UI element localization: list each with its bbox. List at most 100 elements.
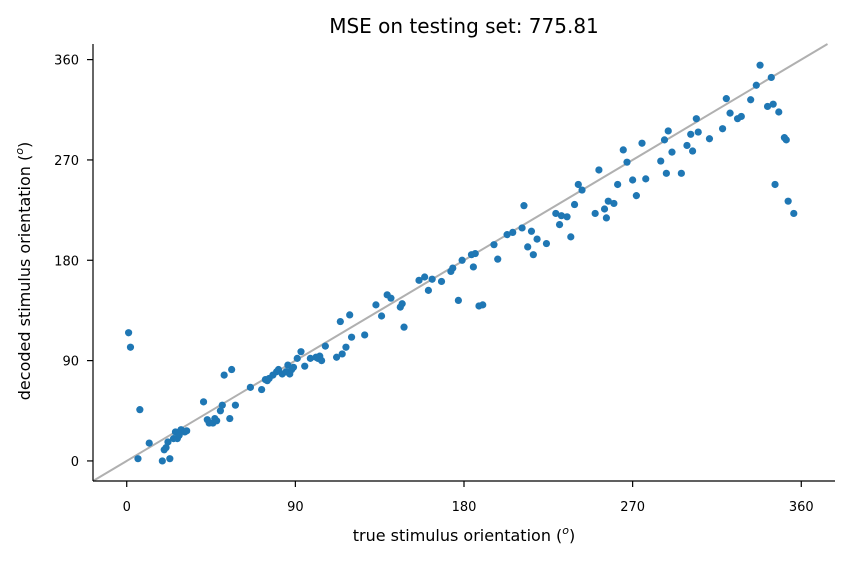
data-point [527, 227, 536, 235]
data-point [771, 180, 779, 189]
data-point [490, 241, 498, 249]
data-point [509, 228, 517, 237]
data-point [503, 231, 511, 239]
data-point [533, 235, 541, 243]
data-point [346, 311, 354, 319]
data-point [398, 300, 406, 308]
data-point [578, 186, 586, 194]
y-tick-label: 180 [54, 254, 79, 269]
data-point [145, 439, 153, 447]
x-axis-label-unit: o [562, 524, 569, 537]
y-tick-label: 270 [54, 154, 79, 169]
data-point [642, 175, 650, 183]
data-point [428, 275, 436, 283]
data-point [722, 95, 730, 103]
data-point [694, 128, 702, 136]
data-point [347, 333, 356, 341]
data-point [595, 166, 603, 174]
chart-title: MSE on testing set: 775.81 [329, 14, 599, 38]
data-point [421, 273, 429, 281]
data-point [555, 220, 564, 229]
x-tick-label: 90 [287, 500, 304, 515]
y-axis-label: decoded stimulus orientation (o) [13, 142, 34, 400]
data-point [400, 323, 408, 331]
data-point [552, 209, 560, 218]
data-point [164, 438, 172, 446]
data-point [231, 401, 240, 409]
data-point [623, 158, 631, 166]
data-point [213, 417, 221, 425]
y-tick-label: 90 [62, 355, 79, 370]
data-point [454, 296, 462, 305]
plot-area [92, 43, 829, 482]
data-point [524, 243, 532, 251]
data-point [610, 199, 618, 208]
data-point [737, 112, 745, 121]
data-point [297, 348, 305, 356]
data-point [228, 365, 236, 374]
data-point [705, 135, 714, 143]
data-point [469, 263, 477, 271]
y-tick-label: 0 [71, 455, 79, 470]
data-point [321, 342, 329, 350]
data-point [520, 202, 528, 210]
data-point [619, 146, 627, 154]
data-point [660, 136, 669, 144]
data-point [289, 363, 298, 371]
data-point [338, 350, 346, 358]
data-point [162, 443, 170, 452]
data-point [166, 455, 174, 463]
data-point [570, 200, 579, 209]
x-axis-label-suffix: ) [569, 526, 575, 545]
data-point [726, 109, 734, 117]
data-point [542, 239, 551, 248]
data-point [683, 141, 691, 150]
data-point [449, 264, 457, 272]
x-tick-label: 0 [123, 500, 131, 515]
data-point [632, 192, 640, 200]
data-point [614, 180, 622, 189]
data-point [677, 169, 685, 177]
data-point [387, 294, 395, 302]
data-point [687, 130, 695, 138]
data-point [424, 286, 432, 294]
data-point [199, 398, 208, 406]
data-point [567, 233, 575, 241]
data-point [226, 414, 234, 423]
data-point [216, 407, 225, 415]
data-point [657, 157, 665, 165]
data-point [415, 276, 423, 284]
data-point [557, 212, 566, 220]
data-point [126, 343, 135, 351]
data-point [591, 209, 599, 218]
data-point [602, 214, 611, 222]
data-point [134, 455, 142, 463]
data-point [218, 401, 226, 409]
data-point [629, 176, 637, 184]
data-point [664, 127, 672, 135]
data-point [638, 139, 646, 147]
data-point [747, 96, 755, 104]
data-point [574, 180, 582, 189]
data-point [769, 100, 777, 108]
x-tick-label: 360 [789, 500, 814, 515]
data-point [246, 383, 254, 391]
y-tick-label: 360 [54, 54, 79, 69]
data-point [361, 331, 369, 339]
x-tick-label: 270 [620, 500, 645, 515]
data-point [668, 148, 676, 156]
data-point [600, 205, 609, 213]
data-point [688, 147, 697, 155]
y-axis-label-unit: o [13, 148, 26, 155]
data-point [563, 213, 571, 221]
data-point [306, 354, 314, 362]
data-point [494, 255, 502, 263]
data-point [604, 197, 612, 205]
data-point [125, 329, 133, 337]
data-point [377, 312, 386, 320]
data-point [332, 353, 341, 361]
data-point [293, 354, 301, 362]
data-point [258, 385, 266, 394]
data-point [342, 343, 350, 351]
